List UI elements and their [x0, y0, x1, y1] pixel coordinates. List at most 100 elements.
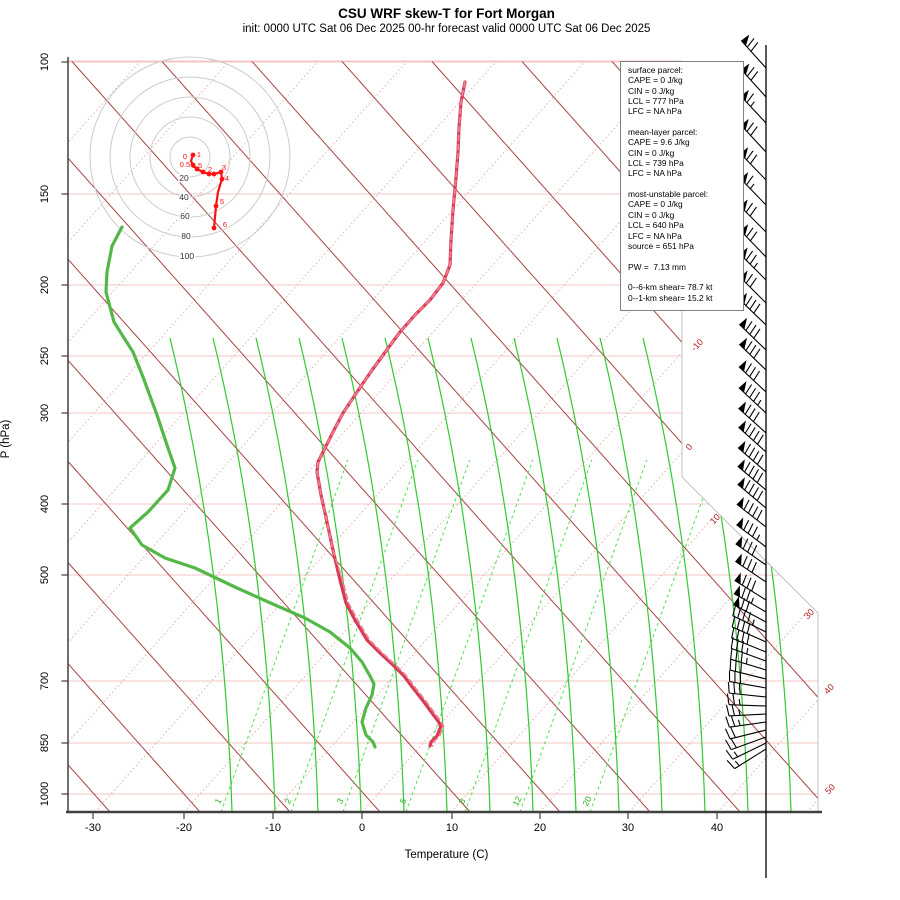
info-box-line: CIN = 0 J/kg	[628, 85, 675, 96]
mixing-ratio-line	[589, 459, 718, 812]
info-box-line: most-unstable parcel:	[628, 189, 709, 200]
hodograph-trace-point	[194, 166, 200, 172]
moist-adiabat-line	[599, 337, 663, 812]
page-title: CSU WRF skew-T for Fort Morgan	[338, 6, 555, 21]
hodograph-ring-label: 40	[179, 192, 189, 202]
moist-adiabat-line	[384, 337, 448, 812]
isotherm-line	[183, 61, 818, 812]
hodograph-ring	[169, 136, 211, 178]
mixing-ratio-line	[405, 459, 534, 812]
temperature-curve	[315, 80, 467, 748]
dry-adiabat-line	[251, 61, 818, 812]
info-box-line: LFC = NA hPa	[628, 168, 682, 179]
wind-barb	[739, 147, 767, 181]
hodograph-ring-label: 60	[180, 211, 190, 221]
x-axis-title: Temperature (C)	[404, 849, 489, 861]
pressure-tick-label: 150	[39, 184, 51, 204]
hodograph-ring-label: 80	[181, 231, 191, 241]
info-box-line: CAPE = 9.6 J/kg	[628, 137, 690, 148]
wind-barb	[725, 704, 767, 717]
mixing-ratio-line	[290, 459, 419, 812]
wind-barb	[740, 63, 767, 98]
wind-barb	[727, 681, 767, 698]
wind-barb	[726, 693, 767, 707]
info-box-line: surface parcel:	[628, 65, 683, 75]
wind-barb	[740, 118, 767, 153]
temperature-tick-label: -20	[176, 822, 192, 834]
info-box-line: PW = 7.13 mm	[628, 261, 686, 272]
wind-barb	[726, 748, 767, 770]
wind-barb	[738, 401, 767, 434]
wind-barb	[735, 536, 767, 566]
info-box-line	[628, 251, 743, 261]
hodograph-km-label: 5	[220, 197, 224, 206]
wind-barb	[737, 477, 767, 509]
hodograph-trace-point	[218, 169, 224, 175]
hodograph-trace-point	[211, 171, 217, 177]
dry-adiabat-line	[341, 61, 818, 812]
moist-adiabat-line	[341, 337, 405, 812]
background-grid	[68, 61, 818, 812]
isotherm-line	[68, 61, 586, 812]
hodograph-km-label: 3	[222, 163, 226, 172]
hodograph-trace-point	[190, 152, 196, 158]
wind-barb	[728, 670, 767, 689]
isotherm-line	[717, 61, 818, 812]
info-box-line: 0--1-km shear= 15.2 kt	[628, 292, 713, 303]
chart-subtitle: init: 0000 UTC Sat 06 Dec 2025 00-hr for…	[242, 23, 651, 35]
pressure-tick-label: 700	[39, 671, 51, 691]
wind-barb	[724, 727, 767, 740]
y-axis-title: P (hPa)	[0, 419, 12, 459]
dry-adiabat-line	[68, 61, 471, 812]
wind-barb	[739, 224, 767, 258]
wind-barb	[725, 736, 767, 751]
hodograph-trace-point	[190, 162, 196, 168]
wind-barb	[740, 34, 767, 69]
moist-adiabat-line	[427, 337, 491, 812]
info-box-line: CIN = 0 J/kg	[628, 147, 675, 158]
isotherm-line	[68, 61, 230, 812]
wind-barb	[738, 360, 767, 393]
dry-adiabat-line	[68, 61, 561, 812]
moist-adiabat-line	[169, 337, 233, 812]
moist-adiabat-line	[470, 337, 534, 812]
pressure-tick-label: 250	[39, 346, 51, 366]
hodograph-km-label: 1.5	[192, 161, 202, 170]
hodograph-ring	[149, 116, 231, 198]
info-box-line: CIN = 0 J/kg	[628, 209, 675, 220]
info-box-line: source = 651 hPa	[628, 240, 694, 251]
mixing-ratio-line	[342, 459, 471, 812]
mixing-ratio-line	[519, 459, 648, 812]
dry-adiabat-line	[161, 61, 818, 812]
wind-barb	[739, 337, 767, 371]
wind-barb	[725, 742, 767, 760]
dewpoint-curve	[104, 225, 377, 749]
dry-adiabat-line	[68, 61, 291, 812]
temperature-tick-label: 40	[710, 822, 724, 834]
info-box-line: 0--6-km shear= 78.7 kt	[628, 282, 713, 293]
wind-barb	[740, 89, 767, 124]
hodograph-km-label: 0	[183, 152, 187, 161]
moist-adiabat-line	[212, 337, 276, 812]
isotherm-line	[68, 61, 141, 812]
info-box-line: CAPE = 0 J/kg	[628, 75, 683, 86]
wind-barb	[736, 517, 767, 548]
dry-adiabat-line	[68, 61, 111, 812]
wind-barb	[739, 172, 767, 206]
temperature-tick-label: 20	[533, 822, 547, 834]
hodograph-ring-label: 20	[179, 173, 189, 183]
info-box-line: LCL = 739 hPa	[628, 158, 684, 169]
moist-adiabat-line	[642, 337, 706, 812]
info-box-line: LFC = NA hPa	[628, 230, 682, 241]
isotherm-line	[272, 61, 818, 812]
mixing-ratio-line	[220, 459, 349, 812]
pressure-tick-label: 200	[39, 275, 51, 295]
pressure-tick-label: 500	[39, 565, 51, 585]
info-box-line	[628, 117, 743, 127]
isotherm-line	[68, 61, 408, 812]
info-box-line	[628, 272, 743, 282]
info-box-line: LCL = 777 hPa	[628, 96, 684, 107]
hodograph-trace-point	[200, 169, 206, 175]
